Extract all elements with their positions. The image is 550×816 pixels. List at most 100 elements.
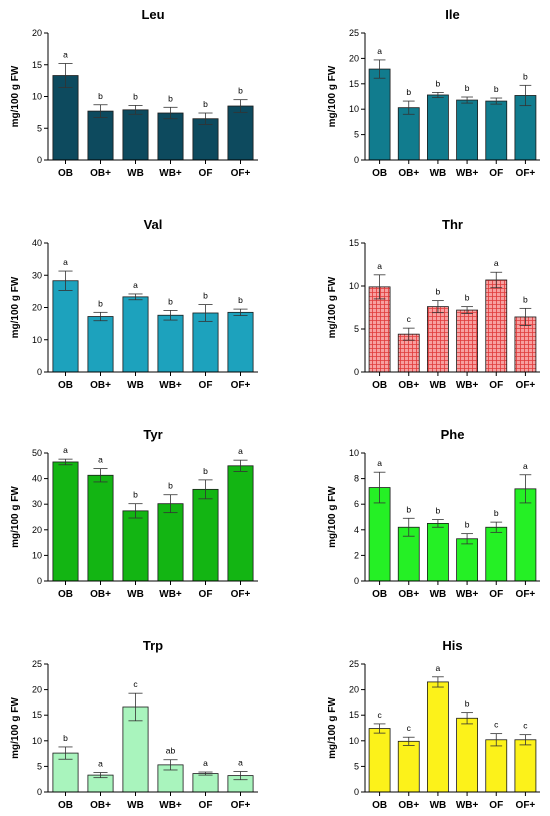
y-axis-label: mg/100 g FW bbox=[327, 486, 338, 548]
significance-letter: b bbox=[523, 71, 528, 81]
x-tick-label: OB+ bbox=[398, 380, 419, 391]
x-tick-label: OF bbox=[489, 589, 503, 600]
x-tick-label: OF+ bbox=[231, 800, 251, 811]
significance-letter: a bbox=[494, 258, 499, 268]
y-axis-label: mg/100 g FW bbox=[10, 697, 21, 759]
x-tick-label: OF+ bbox=[516, 800, 536, 811]
x-tick-label: WB bbox=[127, 380, 144, 391]
chart-title: Ile bbox=[445, 7, 459, 22]
bar-wb bbox=[122, 109, 149, 161]
significance-letter: b bbox=[465, 520, 470, 530]
significance-letter: a bbox=[98, 455, 103, 465]
x-tick-label: WB+ bbox=[159, 589, 182, 600]
x-tick-label: OB bbox=[58, 380, 73, 391]
bar-wb bbox=[122, 296, 149, 373]
bar-wb-plus bbox=[157, 503, 184, 582]
significance-letter: b bbox=[168, 296, 173, 306]
y-tick-label: 20 bbox=[349, 53, 359, 63]
significance-letter: b bbox=[494, 508, 499, 518]
bar-wb-plus bbox=[157, 314, 184, 373]
significance-letter: c bbox=[133, 679, 138, 689]
bar-of bbox=[192, 773, 219, 793]
x-tick-label: WB+ bbox=[159, 380, 182, 391]
significance-letter: b bbox=[98, 91, 103, 101]
x-tick-label: OF bbox=[199, 168, 213, 179]
significance-letter: a bbox=[523, 461, 528, 471]
significance-letter: b bbox=[436, 287, 441, 297]
bar-of bbox=[485, 739, 508, 793]
significance-letter: c bbox=[523, 721, 528, 731]
bar-wb bbox=[122, 510, 149, 582]
x-tick-label: WB bbox=[127, 800, 144, 811]
significance-letter: b bbox=[203, 291, 208, 301]
significance-letter: a bbox=[98, 759, 103, 769]
x-tick-label: OF bbox=[199, 380, 213, 391]
x-tick-label: WB bbox=[430, 168, 447, 179]
significance-letter: a bbox=[133, 280, 138, 290]
chart-title: Thr bbox=[442, 217, 463, 232]
y-tick-label: 6 bbox=[354, 499, 359, 509]
significance-letter: b bbox=[203, 99, 208, 109]
x-tick-label: OF+ bbox=[231, 589, 251, 600]
bar-ob bbox=[52, 75, 79, 161]
bar-of bbox=[192, 488, 219, 582]
y-tick-label: 10 bbox=[32, 335, 42, 345]
bar-of-plus bbox=[227, 105, 254, 161]
x-tick-label: OB bbox=[372, 800, 387, 811]
chart-panel-val: Val mg/100 g FW 0 10 20 30 40 a OB b OB+ a WB b WB+ b OF… bbox=[10, 217, 258, 391]
significance-letter: a bbox=[377, 458, 382, 468]
y-tick-label: 50 bbox=[32, 448, 42, 458]
y-tick-label: 15 bbox=[349, 710, 359, 720]
bar-ob bbox=[52, 461, 79, 582]
x-tick-label: OB+ bbox=[90, 168, 111, 179]
chart-panel-ile: Ile mg/100 g FW 0 5 10 15 20 25 a OB b OB+ b WB b WB+ b O… bbox=[327, 7, 540, 179]
chart-title: Val bbox=[144, 217, 163, 232]
significance-letter: b bbox=[98, 298, 103, 308]
y-tick-label: 20 bbox=[32, 685, 42, 695]
bar-wb-plus bbox=[157, 112, 184, 161]
bar-of-plus bbox=[514, 739, 537, 793]
y-tick-label: 10 bbox=[349, 736, 359, 746]
significance-letter: a bbox=[238, 758, 243, 768]
y-tick-label: 15 bbox=[349, 79, 359, 89]
chart-panel-leu: Leu mg/100 g FW 0 5 10 15 20 a OB b OB+ b WB b WB+ b OF b… bbox=[10, 7, 258, 179]
x-tick-label: OB+ bbox=[90, 380, 111, 391]
bar-ob-plus bbox=[87, 316, 114, 373]
bar-of bbox=[485, 100, 508, 161]
significance-letter: b bbox=[406, 504, 411, 514]
bar-wb-plus bbox=[456, 99, 478, 161]
x-tick-label: WB+ bbox=[456, 800, 479, 811]
x-tick-label: WB bbox=[430, 589, 447, 600]
chart-panel-tyr: Tyr mg/100 g FW 0 10 20 30 40 50 a OB a OB+ b WB b WB+ b… bbox=[10, 427, 258, 600]
x-tick-label: WB+ bbox=[456, 589, 479, 600]
significance-letter: b bbox=[203, 466, 208, 476]
x-tick-label: OF+ bbox=[231, 168, 251, 179]
significance-letter: b bbox=[465, 83, 470, 93]
y-tick-label: 2 bbox=[354, 550, 359, 560]
x-tick-label: OB+ bbox=[398, 800, 419, 811]
y-tick-label: 10 bbox=[349, 281, 359, 291]
y-tick-label: 10 bbox=[349, 104, 359, 114]
bar-wb bbox=[427, 306, 449, 373]
y-tick-label: 10 bbox=[349, 448, 359, 458]
x-tick-label: OB+ bbox=[90, 800, 111, 811]
significance-letter: b bbox=[168, 481, 173, 491]
chart-title: Phe bbox=[441, 427, 465, 442]
x-tick-label: OF bbox=[199, 589, 213, 600]
x-tick-label: WB+ bbox=[456, 380, 479, 391]
bar-ob-plus bbox=[397, 107, 420, 161]
chart-panel-thr: Thr mg/100 g FW 0 5 10 15 a OB c OB+ b WB b WB+ a OF b OF… bbox=[327, 217, 540, 391]
x-tick-label: WB+ bbox=[159, 168, 182, 179]
y-tick-label: 0 bbox=[354, 787, 359, 797]
bar-wb bbox=[427, 523, 449, 582]
x-tick-label: WB bbox=[430, 800, 447, 811]
x-tick-label: OF+ bbox=[516, 589, 536, 600]
y-tick-label: 0 bbox=[37, 576, 42, 586]
y-tick-label: 0 bbox=[354, 576, 359, 586]
chart-title: Leu bbox=[141, 7, 164, 22]
y-axis-label: mg/100 g FW bbox=[10, 486, 21, 548]
chart-panel-his: His mg/100 g FW 0 5 10 15 20 25 c OB c OB+ a WB b WB+ c O… bbox=[327, 638, 540, 811]
y-tick-label: 5 bbox=[354, 761, 359, 771]
significance-letter: a bbox=[377, 261, 382, 271]
y-tick-label: 30 bbox=[32, 499, 42, 509]
